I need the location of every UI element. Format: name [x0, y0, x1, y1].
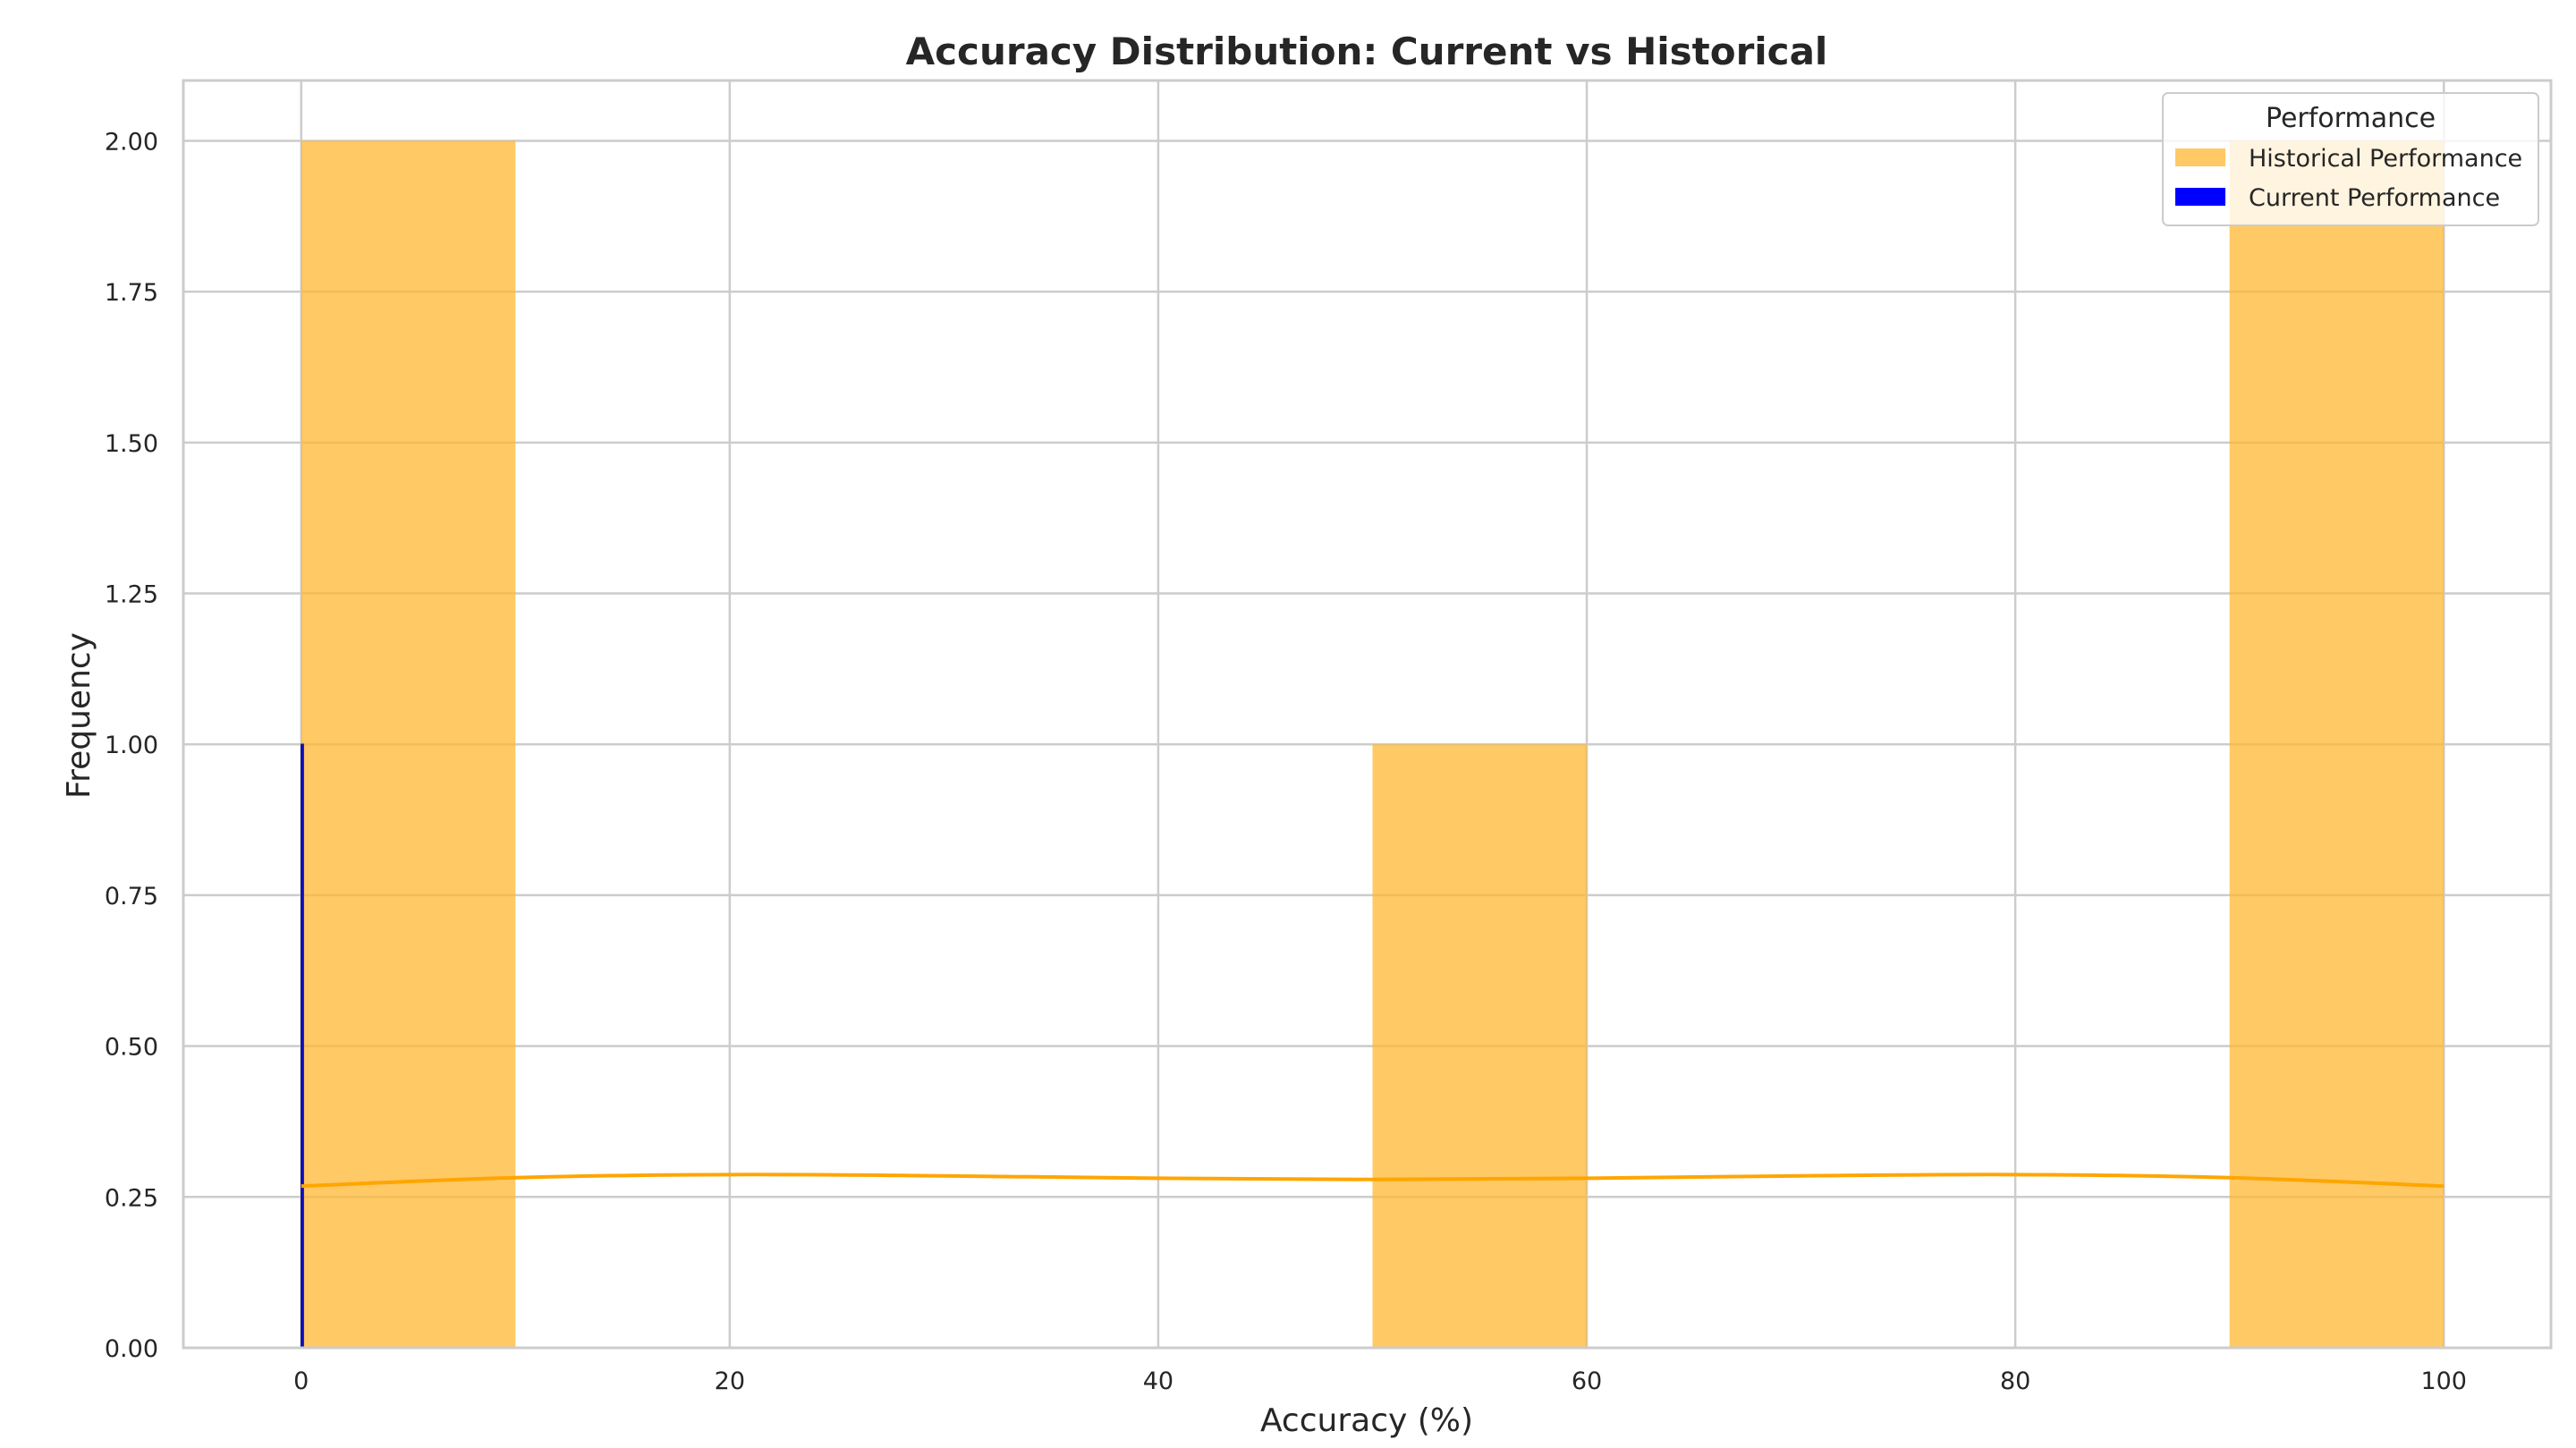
y-tick-label-0: 0.00 — [105, 1335, 158, 1363]
x-tick-label-3: 60 — [1572, 1368, 1602, 1395]
y-tick-label-4: 1.00 — [105, 732, 158, 759]
x-tick-label-2: 40 — [1143, 1368, 1174, 1395]
x-tick-label-5: 100 — [2420, 1368, 2467, 1395]
x-tick-label-1: 20 — [715, 1368, 745, 1395]
legend-label-current: Current Performance — [2249, 184, 2500, 212]
legend: Performance Historical Performance Current… — [2162, 92, 2539, 226]
bar-historical-1 — [1372, 744, 1588, 1348]
x-axis-label: Accuracy (%) — [1260, 1402, 1473, 1439]
bars-layer — [301, 140, 2445, 1349]
y-tick-label-5: 1.25 — [105, 581, 158, 609]
plot-frame — [182, 79, 2553, 1350]
legend-swatch-current — [2175, 188, 2225, 206]
kde-layer — [301, 1173, 2445, 1189]
x-tick-label-0: 0 — [293, 1368, 309, 1395]
y-tick-label-8: 2.00 — [105, 128, 158, 156]
y-axis-label: Frequency — [61, 632, 97, 799]
legend-swatch-historical — [2175, 148, 2225, 166]
kde-line-historical — [301, 1173, 2445, 1189]
grid — [183, 80, 2551, 1350]
x-tick-label-4: 80 — [2000, 1368, 2030, 1395]
y-tick-label-6: 1.50 — [105, 430, 158, 458]
legend-label-historical: Historical Performance — [2249, 145, 2522, 173]
y-tick-label-7: 1.75 — [105, 279, 158, 307]
legend-box — [2162, 92, 2539, 226]
y-tick-label-1: 0.25 — [105, 1184, 158, 1212]
chart-title: Accuracy Distribution: Current vs Histor… — [906, 30, 1828, 73]
x-tick-labels: 0 20 40 60 80 100 — [293, 1368, 2467, 1395]
y-tick-label-2: 0.50 — [105, 1034, 158, 1062]
bar-historical-0 — [301, 140, 516, 1348]
y-tick-label-3: 0.75 — [105, 883, 158, 910]
y-tick-labels: 0.00 0.25 0.50 0.75 1.00 1.25 1.50 1.75 2.00 — [105, 128, 158, 1363]
bar-current-0 — [301, 743, 304, 1349]
legend-title: Performance — [2266, 103, 2436, 134]
bar-historical-2 — [2229, 140, 2445, 1348]
